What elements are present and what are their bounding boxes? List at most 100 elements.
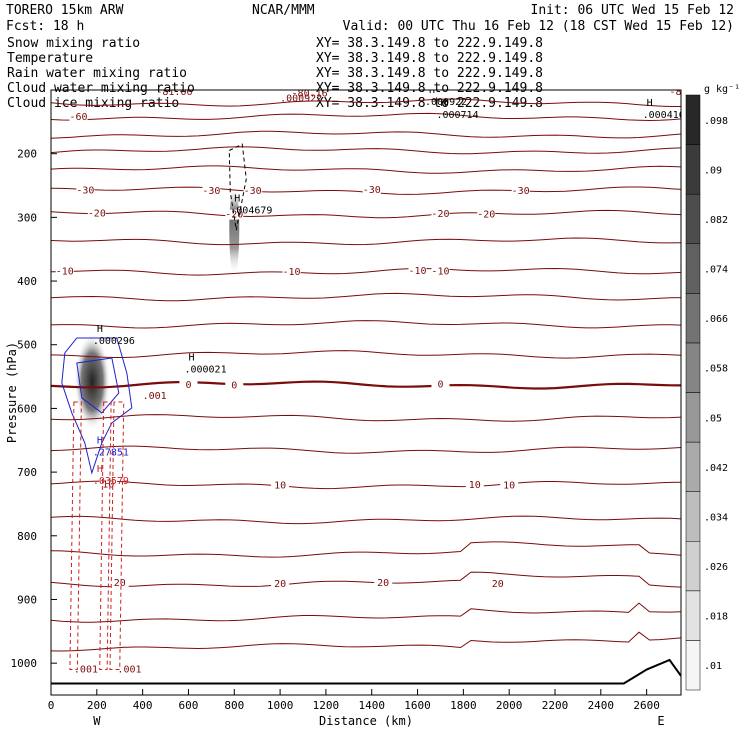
- y-axis-label: Pressure (hPa): [5, 342, 19, 443]
- colorbar-label: .05: [704, 413, 722, 424]
- legend-xy: XY= 38.3.149.8 to 222.9.149.8: [316, 51, 543, 66]
- temperature-contour: [51, 380, 681, 390]
- temperature-contour: [51, 130, 681, 139]
- temperature-contour-label: 20: [114, 578, 126, 589]
- temperature-contour-label: 10: [469, 480, 481, 491]
- legend-label: Rain water mixing ratio: [7, 66, 187, 81]
- colorbar-unit: g kg⁻¹: [704, 84, 740, 95]
- axes: 0 200 400 600 800 1000 1200 1400 1600 1800 2000 220…: [5, 148, 665, 728]
- extremum-value: .000021: [184, 365, 226, 376]
- colorbar-label: .026: [704, 562, 728, 573]
- temperature-contour-label: 20: [377, 578, 389, 589]
- x-tick-label: 2400: [588, 699, 615, 712]
- temperature-contour: [51, 146, 681, 155]
- colorbar-swatch: [685, 243, 701, 294]
- model-title: TORERO 15km ARW: [6, 3, 124, 18]
- temperature-contour-label: -10: [409, 266, 427, 277]
- temperature-contour-label: -20: [431, 209, 449, 220]
- contour-label-bg: [282, 266, 301, 277]
- colorbar-label: .09: [704, 165, 722, 176]
- colorbar-label: .01: [704, 661, 722, 672]
- temperature-contour-label: -30: [76, 185, 94, 196]
- colorbar-swatch: [685, 94, 701, 145]
- contour-label-bg: [431, 208, 450, 219]
- colorbar-swatch: [685, 392, 701, 443]
- colorbar-label: .082: [704, 215, 728, 226]
- temperature-contour-label: 0: [231, 380, 237, 391]
- temperature-contour: [51, 98, 681, 107]
- y-tick-label: 300: [17, 211, 37, 224]
- annotation-label: -81.06: [156, 87, 192, 98]
- contour-label-bg: [465, 480, 484, 491]
- temperature-contour-label: 10: [503, 480, 515, 491]
- extremum-value: .000922: [425, 97, 467, 108]
- temperature-contour: [51, 480, 681, 490]
- east-label: E: [657, 714, 664, 728]
- temperature-contour-label: -30: [202, 186, 220, 197]
- y-tick-label: 900: [17, 593, 37, 606]
- temperature-contour-label: -30: [363, 185, 381, 196]
- x-tick-label: 1200: [313, 699, 340, 712]
- colorbar-swatch: [685, 441, 701, 492]
- forecast-hour: Fcst: 18 h: [6, 19, 84, 34]
- x-tick-label: 2200: [542, 699, 569, 712]
- contour-label-bg: [110, 578, 129, 589]
- extremum-marker: H: [440, 98, 446, 109]
- extremum-value: .000714: [436, 110, 478, 121]
- colorbar-swatch: [685, 541, 701, 592]
- contour-label-bg: [55, 266, 74, 277]
- legend-xy: XY= 38.3.149.8 to 222.9.149.8: [316, 66, 543, 81]
- legend-label: Snow mixing ratio: [7, 36, 140, 51]
- contour-label-bg: [202, 185, 221, 196]
- rain-water-contour: [109, 401, 125, 671]
- contour-label-bg: [408, 266, 427, 277]
- extremum-marker: H: [188, 353, 194, 364]
- y-tick-label: 500: [17, 339, 37, 352]
- temperature-contour-label: -60: [69, 112, 87, 123]
- contour-label-bg: [374, 578, 393, 589]
- west-label: W: [93, 714, 101, 728]
- colorbar-label: .042: [704, 463, 728, 474]
- temperature-contour: [51, 292, 681, 302]
- annotation-label: .001: [143, 391, 167, 402]
- temperature-contour-label: -20: [477, 209, 495, 220]
- annotation-label: -80.16: [292, 88, 328, 99]
- temperature-contour: [51, 602, 681, 623]
- temperature-contour-label: 0: [185, 380, 191, 391]
- rain-water-contour: [99, 401, 112, 671]
- extremum-value: .004679: [230, 205, 272, 216]
- extremum-marker: H: [429, 85, 435, 96]
- x-tick-label: 200: [87, 699, 107, 712]
- colorbar-swatch: [685, 491, 701, 542]
- annotation-label: .000922: [280, 93, 322, 104]
- colorbar-label: .058: [704, 364, 728, 375]
- plot-contents: -60-30 -30 -30 -30 -30-20 -20 -20 -20-10 -10 -10-…: [51, 85, 681, 685]
- x-tick-label: 2000: [496, 699, 523, 712]
- x-tick-label: 2600: [633, 699, 660, 712]
- x-tick-label: 400: [133, 699, 153, 712]
- temperature-contour-label: 20: [274, 579, 286, 590]
- temperature-contour-label: -30: [244, 186, 262, 197]
- temperature-contour: [51, 414, 681, 422]
- x-tick-label: 1600: [404, 699, 431, 712]
- extremum-marker: H: [647, 98, 653, 109]
- y-tick-label: 400: [17, 275, 37, 288]
- temperature-contour: [51, 165, 681, 174]
- extremum-marker: H: [97, 464, 103, 475]
- temperature-contour: [51, 267, 681, 276]
- x-tick-label: 600: [179, 699, 199, 712]
- y-tick-label: 1000: [11, 657, 38, 670]
- annotation-label: .001: [74, 665, 98, 676]
- contour-label-bg: [431, 266, 450, 277]
- colorbar-swatch: [685, 293, 701, 344]
- legend: Snow mixing ratio XY= 38.3.149.8 to 222.9…: [7, 36, 543, 111]
- temperature-contour-label: -10: [431, 266, 449, 277]
- temperature-contour: [51, 445, 681, 454]
- contour-label-bg: [511, 186, 530, 197]
- contour-label-bg: [179, 379, 198, 390]
- temperature-contour: [51, 350, 681, 359]
- legend-xy: XY= 38.3.149.8 to 222.9.149.8: [316, 96, 543, 111]
- temperature-contour: [51, 515, 681, 525]
- legend-label: Cloud ice mixing ratio: [7, 96, 179, 111]
- colorbar: .01 .018 .026 .034 .042 .05 .058 .066 .074 .082 .0…: [685, 84, 740, 691]
